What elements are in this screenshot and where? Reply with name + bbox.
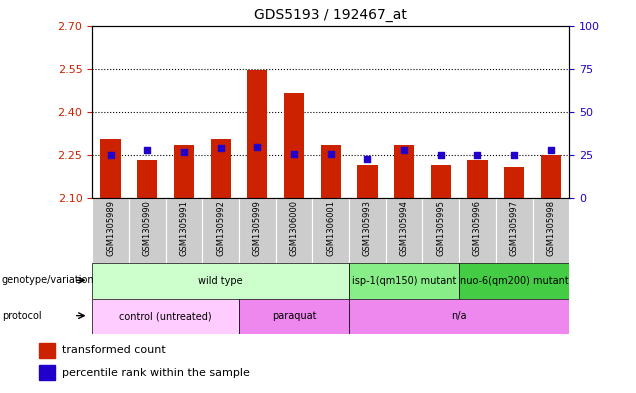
Bar: [239, 198, 275, 263]
Bar: [394, 145, 414, 198]
Bar: [459, 198, 496, 263]
Text: protocol: protocol: [2, 310, 41, 321]
Bar: [312, 198, 349, 263]
Bar: [504, 167, 524, 198]
Text: transformed count: transformed count: [62, 345, 166, 355]
Bar: [100, 140, 121, 198]
Bar: [357, 165, 378, 198]
Point: [289, 151, 299, 157]
Text: GSM1305993: GSM1305993: [363, 200, 372, 256]
Text: isp-1(qm150) mutant: isp-1(qm150) mutant: [352, 276, 456, 286]
Text: GSM1305991: GSM1305991: [179, 200, 188, 256]
Point: [436, 152, 446, 158]
Bar: [239, 299, 349, 334]
Bar: [321, 145, 341, 198]
Text: GSM1305998: GSM1305998: [546, 200, 555, 256]
Text: GSM1305992: GSM1305992: [216, 200, 225, 256]
Text: wild type: wild type: [198, 276, 243, 286]
Text: GSM1305996: GSM1305996: [473, 200, 482, 256]
Bar: [174, 145, 194, 198]
Bar: [541, 155, 561, 198]
Point: [252, 143, 263, 150]
Bar: [39, 365, 55, 380]
Bar: [467, 160, 488, 198]
Text: percentile rank within the sample: percentile rank within the sample: [62, 368, 250, 378]
Bar: [532, 198, 569, 263]
Bar: [92, 299, 239, 334]
Point: [546, 147, 556, 153]
Point: [363, 156, 373, 162]
Text: GSM1305995: GSM1305995: [436, 200, 445, 256]
Text: nuo-6(qm200) mutant: nuo-6(qm200) mutant: [460, 276, 569, 286]
Text: GSM1305990: GSM1305990: [142, 200, 152, 256]
Text: paraquat: paraquat: [272, 311, 316, 321]
Point: [179, 149, 189, 155]
Bar: [349, 263, 459, 299]
Bar: [211, 140, 231, 198]
Bar: [92, 198, 129, 263]
Bar: [459, 263, 569, 299]
Point: [106, 152, 116, 158]
Bar: [92, 263, 349, 299]
Bar: [165, 198, 202, 263]
Point: [142, 147, 153, 153]
Bar: [422, 198, 459, 263]
Title: GDS5193 / 192467_at: GDS5193 / 192467_at: [254, 8, 407, 22]
Text: control (untreated): control (untreated): [120, 311, 212, 321]
Bar: [247, 70, 267, 198]
Text: n/a: n/a: [452, 311, 467, 321]
Bar: [39, 343, 55, 358]
Text: genotype/variation: genotype/variation: [2, 275, 95, 285]
Point: [473, 152, 483, 158]
Point: [399, 147, 409, 153]
Point: [326, 151, 336, 157]
Point: [509, 152, 519, 158]
Bar: [275, 198, 312, 263]
Text: GSM1305997: GSM1305997: [509, 200, 519, 256]
Bar: [202, 198, 239, 263]
Text: GSM1306000: GSM1306000: [289, 200, 298, 256]
Text: GSM1305994: GSM1305994: [399, 200, 408, 256]
Bar: [349, 198, 386, 263]
Bar: [137, 160, 157, 198]
Text: GSM1305999: GSM1305999: [253, 200, 262, 256]
Text: GSM1306001: GSM1306001: [326, 200, 335, 256]
Bar: [129, 198, 165, 263]
Bar: [496, 198, 532, 263]
Bar: [386, 198, 422, 263]
Bar: [349, 299, 569, 334]
Bar: [284, 93, 304, 198]
Point: [216, 145, 226, 151]
Text: GSM1305989: GSM1305989: [106, 200, 115, 256]
Bar: [431, 165, 451, 198]
